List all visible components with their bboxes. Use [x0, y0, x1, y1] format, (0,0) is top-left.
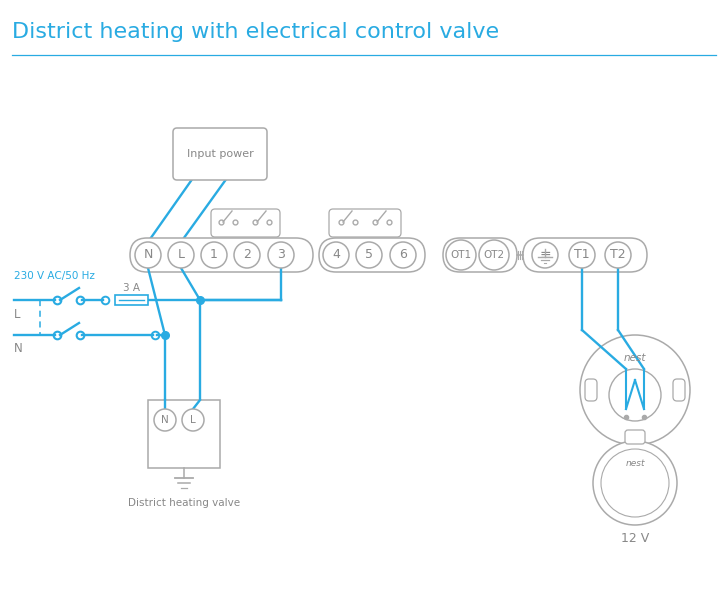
Text: 2: 2 — [243, 248, 251, 261]
Circle shape — [532, 242, 558, 268]
FancyBboxPatch shape — [115, 295, 148, 305]
Circle shape — [601, 449, 669, 517]
Text: OT2: OT2 — [483, 250, 505, 260]
Circle shape — [609, 369, 661, 421]
Circle shape — [234, 242, 260, 268]
Circle shape — [135, 242, 161, 268]
Text: T2: T2 — [610, 248, 626, 261]
FancyBboxPatch shape — [173, 128, 267, 180]
Circle shape — [446, 240, 476, 270]
Text: Input power: Input power — [186, 149, 253, 159]
Circle shape — [605, 242, 631, 268]
Text: District heating with electrical control valve: District heating with electrical control… — [12, 22, 499, 42]
Text: T1: T1 — [574, 248, 590, 261]
Text: L: L — [14, 308, 20, 321]
Text: District heating valve: District heating valve — [128, 498, 240, 508]
Text: 6: 6 — [399, 248, 407, 261]
Text: ≡: ≡ — [539, 248, 551, 262]
FancyBboxPatch shape — [443, 238, 517, 272]
Text: 12 V: 12 V — [621, 532, 649, 545]
Text: 5: 5 — [365, 248, 373, 261]
FancyBboxPatch shape — [625, 430, 645, 444]
FancyBboxPatch shape — [585, 379, 597, 401]
Text: L: L — [178, 248, 184, 261]
Circle shape — [356, 242, 382, 268]
Circle shape — [182, 409, 204, 431]
Text: N: N — [143, 248, 153, 261]
Text: N: N — [161, 415, 169, 425]
Circle shape — [323, 242, 349, 268]
Text: 3: 3 — [277, 248, 285, 261]
FancyBboxPatch shape — [319, 238, 425, 272]
Text: 3 A: 3 A — [123, 283, 140, 293]
Circle shape — [168, 242, 194, 268]
Circle shape — [201, 242, 227, 268]
Text: N: N — [14, 343, 23, 355]
FancyBboxPatch shape — [148, 400, 220, 468]
Circle shape — [154, 409, 176, 431]
Circle shape — [569, 242, 595, 268]
FancyBboxPatch shape — [673, 379, 685, 401]
Text: nest: nest — [625, 459, 645, 467]
Circle shape — [268, 242, 294, 268]
Text: 1: 1 — [210, 248, 218, 261]
Circle shape — [479, 240, 509, 270]
Circle shape — [580, 335, 690, 445]
Text: 4: 4 — [332, 248, 340, 261]
FancyBboxPatch shape — [523, 238, 647, 272]
Text: L: L — [190, 415, 196, 425]
Text: nest: nest — [624, 353, 646, 363]
Text: 230 V AC/50 Hz: 230 V AC/50 Hz — [14, 271, 95, 281]
Circle shape — [593, 441, 677, 525]
Circle shape — [390, 242, 416, 268]
FancyBboxPatch shape — [130, 238, 313, 272]
Text: OT1: OT1 — [451, 250, 472, 260]
